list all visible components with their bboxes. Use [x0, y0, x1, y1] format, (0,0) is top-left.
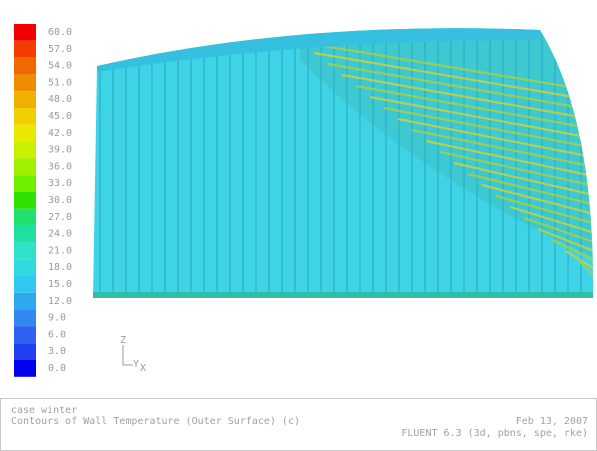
color-swatch	[14, 360, 36, 377]
date: Feb 13, 2007	[515, 416, 588, 427]
colorbar-label: 45.0	[48, 111, 72, 122]
color-swatch	[14, 158, 36, 176]
color-swatch	[14, 309, 36, 327]
color-swatch	[14, 192, 36, 209]
hot-stripe	[509, 205, 594, 236]
colorbar-label: 15.0	[48, 279, 72, 290]
hot-stripe	[439, 150, 594, 189]
hot-stripe	[299, 40, 594, 94]
colorbar-label: 0.0	[48, 363, 66, 374]
surface	[93, 28, 594, 298]
hot-stripe	[425, 139, 594, 179]
contour-plot: Z Y X 60.0 57.0 54.0 51.0 48.0 45.0 42.0 39.0 36…	[14, 24, 594, 377]
colorbar-label: 18.0	[48, 262, 72, 273]
colorbar-label: 24.0	[48, 229, 72, 240]
colorbar-label: 3.0	[48, 346, 66, 357]
plot-title: Contours of Wall Temperature (Outer Surf…	[11, 416, 300, 427]
colorbar-label: 6.0	[48, 329, 66, 340]
color-swatch	[14, 259, 36, 276]
hot-stripe	[369, 95, 594, 141]
colorbar-label: 48.0	[48, 94, 72, 105]
hot-stripe	[313, 51, 594, 103]
solver: FLUENT 6.3 (3d, pbns, spe, rke)	[401, 428, 588, 439]
colorbar-label: 33.0	[48, 178, 72, 189]
colorbar-label: 12.0	[48, 296, 72, 307]
color-swatch	[14, 40, 36, 58]
colorbar-label: 60.0	[48, 27, 72, 38]
hot-stripe	[341, 73, 594, 122]
color-swatch	[14, 124, 36, 142]
colorbar-label: 21.0	[48, 245, 72, 256]
hot-stripe	[467, 172, 594, 208]
hot-stripe	[523, 216, 594, 246]
hot-stripe	[411, 128, 594, 170]
color-swatch	[14, 175, 36, 192]
axis-y: Y	[133, 359, 139, 370]
color-swatch	[14, 24, 36, 41]
colorbar-label: 39.0	[48, 145, 72, 156]
colorbar-label: 9.0	[48, 313, 66, 324]
color-swatch	[14, 343, 36, 360]
colorbar-label: 42.0	[48, 128, 72, 139]
color-swatch	[14, 292, 36, 310]
color-swatch	[14, 208, 36, 226]
hot-stripe	[481, 183, 594, 217]
color-swatch	[14, 276, 36, 293]
color-swatch	[14, 242, 36, 260]
footer: case winter Contours of Wall Temperature…	[0, 398, 597, 451]
hot-stripe	[579, 261, 594, 283]
colorbar-label: 30.0	[48, 195, 72, 206]
hot-stripe	[537, 227, 594, 255]
case-name: case winter	[11, 405, 78, 416]
colorbar-label: 51.0	[48, 77, 72, 88]
colorbar-label: 54.0	[48, 61, 72, 72]
hot-stripe	[355, 84, 594, 132]
hot-stripe	[327, 62, 594, 113]
colorbar-label: 57.0	[48, 44, 72, 55]
colorbar: 60.0 57.0 54.0 51.0 48.0 45.0 42.0 39.0 36.0 33.0…	[14, 24, 72, 377]
color-swatch	[14, 141, 36, 159]
hot-stripe	[565, 250, 594, 274]
color-swatch	[14, 225, 36, 243]
color-swatch	[14, 57, 36, 75]
hot-stripe	[453, 161, 594, 198]
hot-stripe	[397, 117, 594, 160]
color-swatch	[14, 326, 36, 344]
axis-x: X	[140, 363, 146, 374]
hot-stripe	[383, 106, 594, 151]
color-swatch	[14, 91, 36, 108]
axis-triad: Z Y X	[120, 335, 146, 374]
color-swatch	[14, 74, 36, 92]
hot-stripe	[551, 239, 594, 264]
hot-stripe	[495, 194, 594, 227]
colorbar-label: 36.0	[48, 161, 72, 172]
colorbar-label: 27.0	[48, 212, 72, 223]
color-swatch	[14, 108, 36, 125]
axis-z: Z	[120, 335, 126, 346]
